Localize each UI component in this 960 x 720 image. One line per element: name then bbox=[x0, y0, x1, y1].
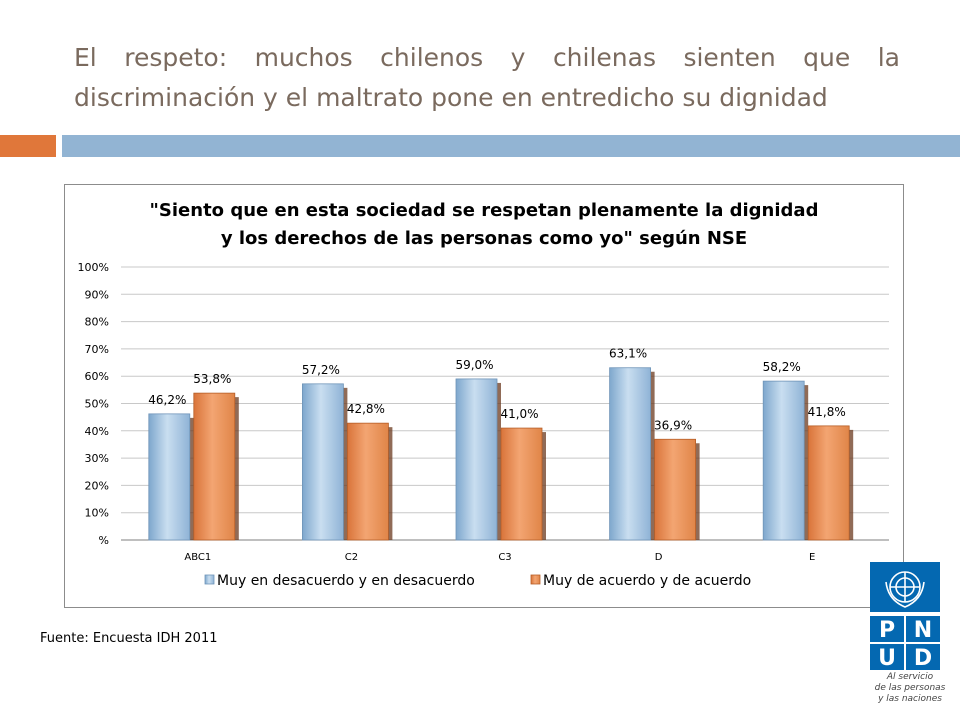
y-tick-label: 100% bbox=[78, 261, 109, 274]
bar-agree bbox=[346, 422, 389, 541]
slide-title: El respeto: muchos chilenos y chilenas s… bbox=[74, 43, 900, 112]
y-tick-label: 50% bbox=[85, 398, 109, 411]
bar-agree bbox=[807, 425, 850, 541]
legend-label: Muy de acuerdo y de acuerdo bbox=[543, 573, 751, 589]
data-label: 42,8% bbox=[347, 402, 385, 416]
bar-disagree bbox=[762, 380, 805, 541]
y-tick-label: 70% bbox=[85, 343, 109, 356]
y-tick-label: 90% bbox=[85, 288, 109, 301]
logo-letter-p: P bbox=[879, 618, 895, 643]
bar-chart: % 10% 20% 30% 40% 50% 60% 70% 80% 90% 100% 46,2% 53,… bbox=[78, 261, 889, 589]
data-label: 58,2% bbox=[763, 360, 801, 374]
logo-letter-d: D bbox=[914, 646, 932, 671]
bar-disagree bbox=[455, 378, 498, 541]
logo-letter-n: N bbox=[914, 618, 932, 643]
x-tick-label: D bbox=[655, 552, 663, 563]
legend-label: Muy en desacuerdo y en desacuerdo bbox=[217, 573, 475, 589]
x-tick-label: ABC1 bbox=[184, 552, 211, 563]
x-tick-label: C3 bbox=[498, 552, 511, 563]
y-tick-label: 40% bbox=[85, 425, 109, 438]
un-emblem-icon bbox=[885, 571, 925, 608]
x-tick-label: E bbox=[809, 552, 815, 563]
data-label: 46,2% bbox=[148, 393, 186, 407]
chart-title-line-2: y los derechos de las personas como yo" … bbox=[220, 228, 748, 249]
chart-title: "Siento que en esta sociedad se respetan… bbox=[65, 197, 903, 253]
chart-frame: "Siento que en esta sociedad se respetan… bbox=[64, 184, 904, 608]
pnud-logo: P N U D bbox=[870, 562, 940, 671]
data-label: 57,2% bbox=[302, 363, 340, 377]
logo-tagline-line-2: de las personas bbox=[874, 683, 946, 693]
accent-bar-blue bbox=[62, 135, 960, 157]
y-tick-label: 80% bbox=[85, 316, 109, 329]
chart-title-line-1: "Siento que en esta sociedad se respetan… bbox=[149, 200, 819, 221]
bar-agree bbox=[654, 438, 696, 541]
bar-disagree bbox=[301, 383, 344, 541]
source-note: Fuente: Encuesta IDH 2011 bbox=[40, 631, 218, 646]
data-label: 41,0% bbox=[500, 407, 538, 421]
bar-disagree bbox=[609, 367, 651, 541]
data-label: 36,9% bbox=[654, 418, 692, 432]
data-label: 53,8% bbox=[193, 372, 231, 386]
logo-tagline: Al servicio de las personas y las nacion… bbox=[862, 672, 958, 705]
logo-tagline-line-1: Al servicio bbox=[886, 672, 934, 682]
y-tick-label: 30% bbox=[85, 452, 109, 465]
legend-swatch-agree bbox=[530, 574, 541, 585]
y-tick-label: 20% bbox=[85, 479, 109, 492]
bar-agree bbox=[500, 427, 543, 541]
y-tick-label: 10% bbox=[85, 507, 109, 520]
x-tick-label: C2 bbox=[345, 552, 358, 563]
logo-tagline-line-3: y las naciones bbox=[878, 694, 942, 704]
data-label: 41,8% bbox=[808, 405, 846, 419]
data-label: 59,0% bbox=[455, 358, 493, 372]
bar-disagree bbox=[148, 413, 191, 541]
y-tick-label: % bbox=[99, 534, 109, 547]
data-label: 63,1% bbox=[609, 347, 647, 361]
y-tick-label: 60% bbox=[85, 370, 109, 383]
accent-bar-orange bbox=[0, 135, 56, 157]
bar-agree bbox=[193, 392, 236, 541]
legend-swatch-disagree bbox=[204, 574, 215, 585]
logo-letter-u: U bbox=[878, 646, 896, 671]
